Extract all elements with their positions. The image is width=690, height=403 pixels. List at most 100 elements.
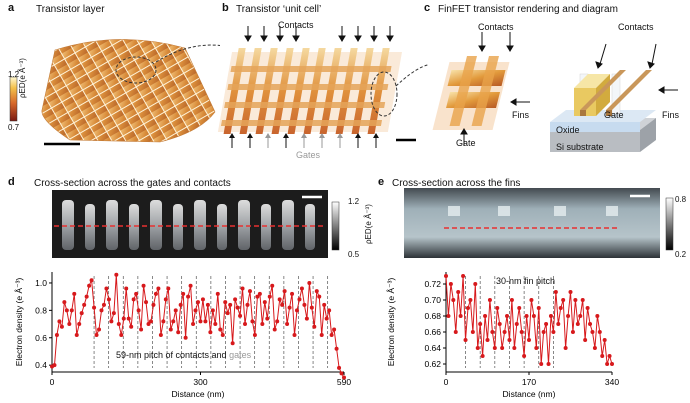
chart-e-point xyxy=(470,330,475,334)
chart-d-point xyxy=(114,272,119,277)
finfet-diagram xyxy=(432,32,678,152)
chart-d-point xyxy=(124,286,129,291)
fins-cross-section-image xyxy=(404,188,674,258)
chart-e-point xyxy=(453,330,458,334)
chart-d-point xyxy=(302,302,307,307)
chart-e-point xyxy=(570,330,575,334)
chart-e-point xyxy=(600,354,605,358)
chart-d-point xyxy=(87,283,92,288)
chart-e-annotation: 30-nm fin pitch xyxy=(496,276,556,286)
panel-e-scale-max: 0.8 xyxy=(675,195,687,204)
chart-e-point xyxy=(558,306,563,310)
chart-e-point xyxy=(580,298,585,302)
chart-d-x-tick-label: 300 xyxy=(193,377,207,387)
chart-e-point xyxy=(531,314,536,318)
chart-d-point xyxy=(84,294,89,299)
chart-d-point xyxy=(188,283,193,288)
chart-d-point xyxy=(285,322,290,327)
panel-d-scale-max: 1.2 xyxy=(348,197,360,206)
chart-e-point xyxy=(465,306,470,310)
chart-d-point xyxy=(275,319,280,324)
chart-d-point xyxy=(282,289,287,294)
chart-e-point xyxy=(473,282,478,286)
chart-d-point xyxy=(205,302,210,307)
chart-e-point xyxy=(490,330,495,334)
panel-d-letter: d xyxy=(8,176,15,188)
chart-d-y-label: Electron density (e Å⁻³) xyxy=(14,278,24,367)
chart-d-point xyxy=(67,322,72,327)
chart-d-point xyxy=(54,333,59,338)
chart-d-y-tick-label: 0.8 xyxy=(35,305,47,315)
chart-d-point xyxy=(250,319,255,324)
chart-d-point xyxy=(148,319,153,324)
chart-d-point xyxy=(134,291,139,296)
chart-d-x-tick-label: 590 xyxy=(337,377,351,387)
chart-e-point xyxy=(451,298,456,302)
chart-e-point xyxy=(536,306,541,310)
panel-a-title: Transistor layer xyxy=(36,4,105,15)
chart-d-point xyxy=(116,322,121,327)
chart-d-point xyxy=(312,324,317,329)
chart-d-point xyxy=(265,316,270,321)
chart-e-point xyxy=(546,362,551,366)
chart-e-point xyxy=(534,346,539,350)
chart-e-point xyxy=(514,322,519,326)
chart-d-point xyxy=(309,305,314,310)
chart-d-point xyxy=(141,283,146,288)
chart-e-point xyxy=(539,362,544,366)
unit-cell-image xyxy=(217,26,428,148)
chart-d-point xyxy=(94,333,99,338)
panel-a-scale-unit: ρED(e Å⁻³) xyxy=(18,58,27,98)
chart-d-point xyxy=(262,300,267,305)
chart-d-point xyxy=(319,333,324,338)
chart-d-point xyxy=(64,308,69,313)
chart-e-y-tick-label: 0.72 xyxy=(424,279,441,289)
chart-d-point xyxy=(82,302,87,307)
chart-e-point xyxy=(544,322,549,326)
chart-d-point xyxy=(329,333,334,338)
panel-c-substrate: Si substrate xyxy=(556,142,604,152)
chart-d-point xyxy=(294,308,299,313)
chart-d-point xyxy=(52,363,57,368)
chart-e-point xyxy=(563,346,568,350)
panel-a-letter: a xyxy=(8,2,15,14)
chart-e-point xyxy=(556,322,561,326)
chart-d-y-tick-label: 0.4 xyxy=(35,360,47,370)
chart-d-point xyxy=(62,300,67,305)
chart-d-point xyxy=(215,291,220,296)
chart-d-point xyxy=(191,322,196,327)
panel-a-scale-min: 0.7 xyxy=(8,123,20,132)
chart-d-point xyxy=(119,333,124,338)
panel-b-gates-label: Gates xyxy=(296,150,321,160)
chart-e-x-tick-label: 340 xyxy=(605,377,619,387)
chart-e-point xyxy=(483,314,488,318)
panel-e-letter: e xyxy=(378,176,385,188)
chart-d-point xyxy=(317,294,322,299)
chart-d-point xyxy=(183,335,188,340)
chart-d-y-tick-label: 0.6 xyxy=(35,333,47,343)
chart-d-point xyxy=(299,286,304,291)
chart-d-x-tick-label: 0 xyxy=(50,377,55,387)
chart-e-point xyxy=(585,306,590,310)
chart-e-point xyxy=(480,354,485,358)
chart-d-point xyxy=(77,322,82,327)
chart-d-point xyxy=(233,297,238,302)
chart-d-point xyxy=(166,286,171,291)
chart-d-point xyxy=(121,316,126,321)
chart-e-point xyxy=(605,362,610,366)
chart-d-point xyxy=(186,294,191,299)
chart-e-point xyxy=(487,298,492,302)
chart-d-point xyxy=(260,322,265,327)
chart-e-series-line xyxy=(445,275,613,365)
chart-e-x-tick-label: 0 xyxy=(444,377,449,387)
chart-e-point xyxy=(568,290,573,294)
chart-d-point xyxy=(176,330,181,335)
chart-e-y-tick-label: 0.68 xyxy=(424,311,441,321)
chart-e-point xyxy=(519,330,524,334)
chart-d-point xyxy=(136,308,141,313)
chart-d-point xyxy=(89,278,94,283)
chart-e-point xyxy=(548,314,553,318)
chart-d-point xyxy=(72,291,77,296)
chart-d-point xyxy=(240,286,245,291)
chart-e-point xyxy=(573,298,578,302)
